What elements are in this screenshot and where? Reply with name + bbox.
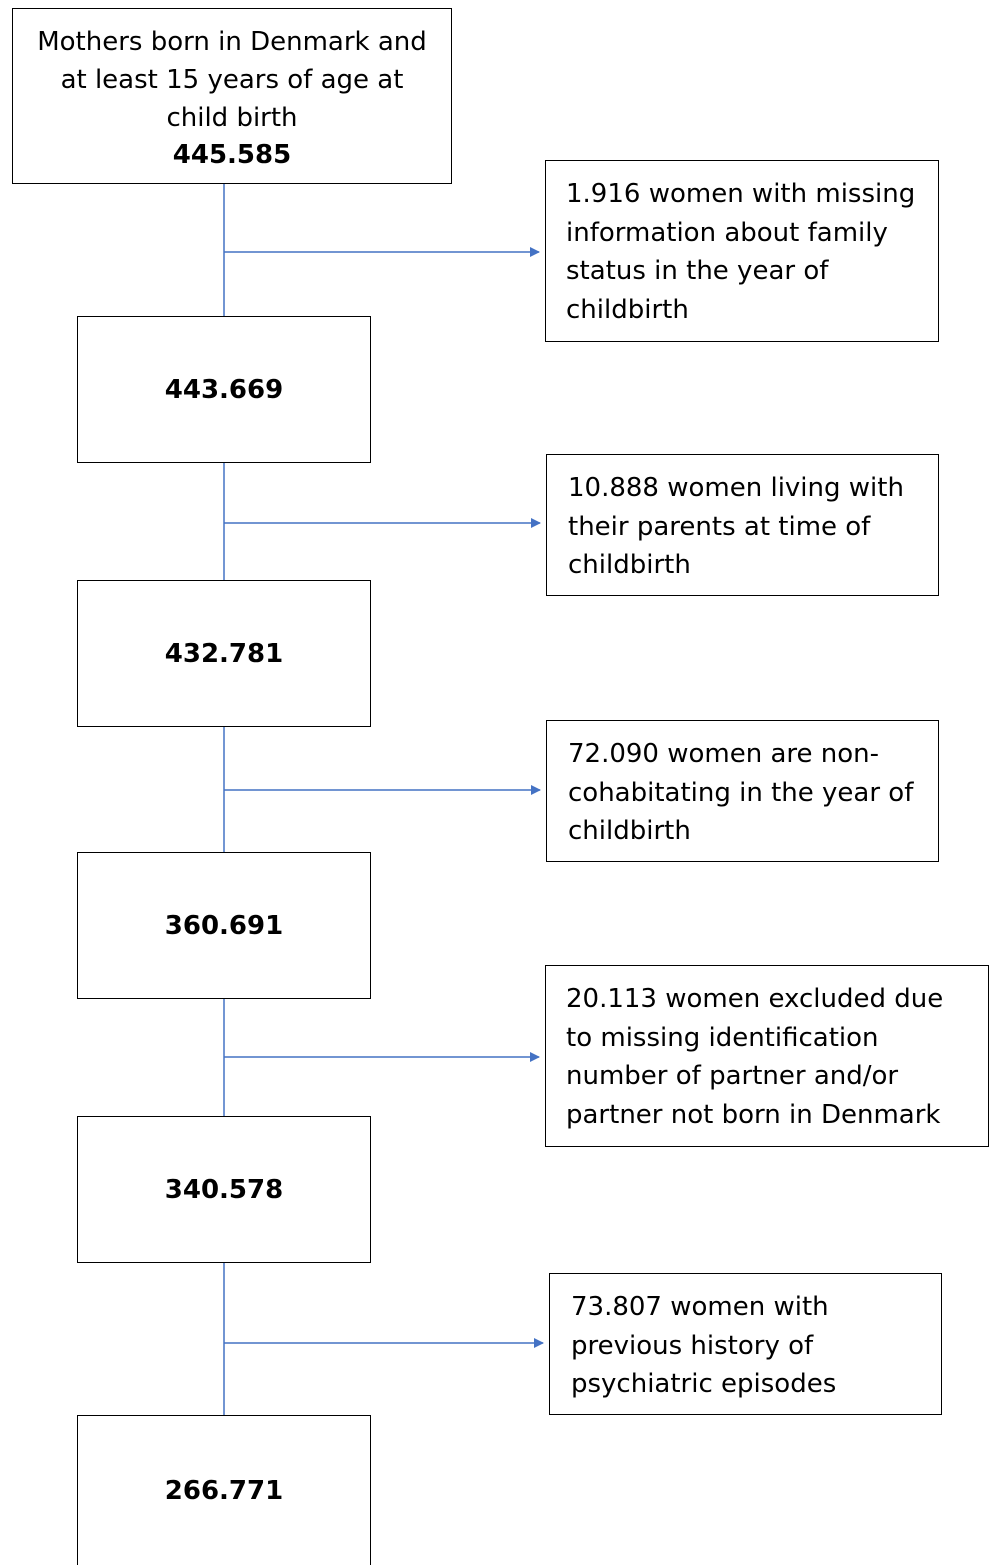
exclusion-3-line-2: cohabitating in the year of [568, 777, 914, 808]
stage-count-3: 360.691 [164, 910, 284, 941]
stage-box-4: 340.578 [77, 1116, 371, 1263]
exclusion-3-line-1: 72.090 women are non- [568, 739, 880, 769]
exclusion-2-line-2: their parents at time of [568, 511, 871, 542]
exclusion-box-4: 20.113 women excluded due to missing ide… [545, 965, 989, 1147]
exclusion-1-line-1: 1.916 women with missing [566, 179, 916, 209]
stage-count-1: 443.669 [164, 374, 284, 405]
start-population-line-1: Mothers born in Denmark and [37, 27, 427, 57]
exclusion-1-line-2: information about family [566, 217, 888, 248]
exclusion-1-line-3: status in the year of [566, 256, 829, 286]
exclusion-box-5: 73.807 women with previous history of ps… [549, 1273, 942, 1415]
exclusion-box-2: 10.888 women living with their parents a… [546, 454, 939, 596]
exclusion-4-line-2: to missing identification [566, 1022, 879, 1053]
exclusion-4-line-1: 20.113 women excluded due [566, 984, 944, 1014]
start-population-box: Mothers born in Denmark and at least 15 … [12, 8, 452, 184]
stage-box-2: 432.781 [77, 580, 371, 727]
stage-count-4: 340.578 [164, 1174, 284, 1205]
exclusion-2-line-1: 10.888 women living with [568, 473, 904, 503]
exclusion-3-line-3: childbirth [568, 816, 691, 846]
start-population-count: 445.585 [172, 140, 292, 170]
exclusion-4-line-3: number of partner and/or [566, 1061, 899, 1091]
start-population-line-2: at least 15 years of age at [60, 65, 404, 95]
exclusion-5-line-1: 73.807 women with [571, 1292, 829, 1322]
final-sample-box: 266.771 [77, 1415, 371, 1565]
stage-count-2: 432.781 [164, 638, 284, 669]
stage-box-1: 443.669 [77, 316, 371, 463]
exclusion-2-line-3: childbirth [568, 550, 691, 580]
exclusion-5-line-3: psychiatric episodes [571, 1369, 837, 1399]
exclusion-1-line-4: childbirth [566, 294, 689, 325]
exclusion-box-3: 72.090 women are non- cohabitating in th… [546, 720, 939, 862]
exclusion-4-line-4: partner not born in Denmark [566, 1099, 941, 1130]
stage-box-3: 360.691 [77, 852, 371, 999]
start-population-line-3: child birth [166, 103, 298, 133]
exclusion-box-1: 1.916 women with missing information abo… [545, 160, 939, 342]
exclusion-5-line-2: previous history of [571, 1330, 814, 1361]
final-sample-count: 266.771 [164, 1475, 284, 1506]
